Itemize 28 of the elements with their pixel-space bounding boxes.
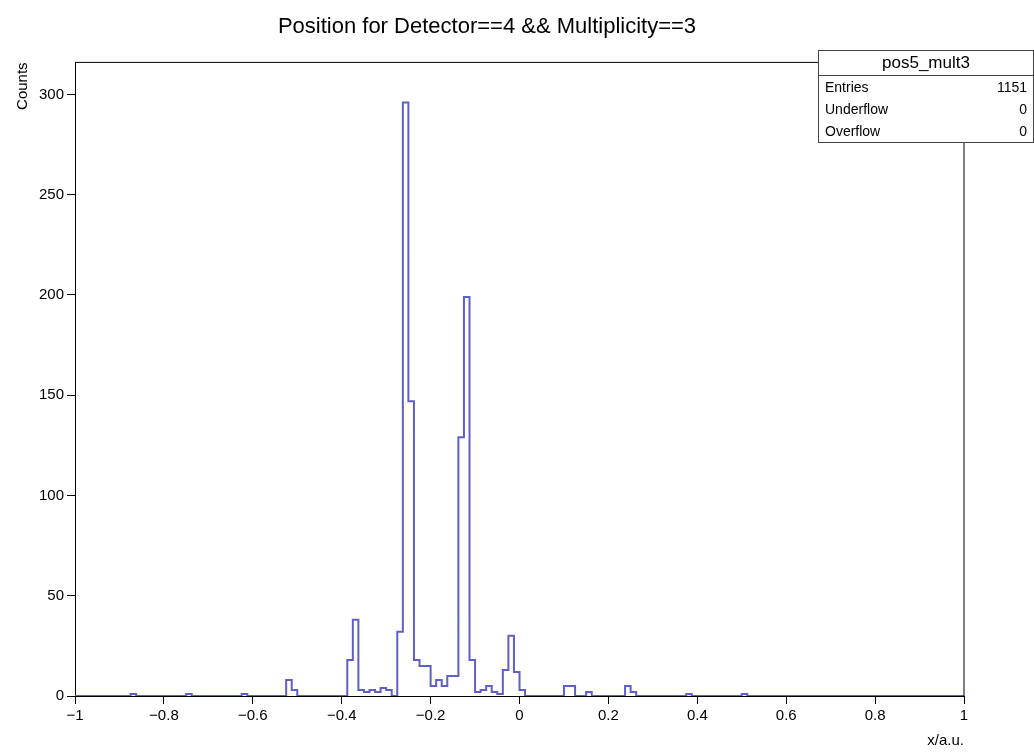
annotation: pos5_mult3 [819, 51, 1033, 76]
y-axis-title: Counts [13, 62, 31, 110]
x-tick-label: −0.6 [238, 706, 268, 724]
y-tick-label: 300 [39, 84, 65, 102]
x-tick-label: −0.2 [415, 706, 446, 724]
x-tick-label: −0.4 [326, 706, 357, 724]
x-axis-title: x/a.u. [927, 731, 964, 749]
y-tick-label: 50 [47, 585, 65, 603]
y-tick-label: 0 [55, 686, 65, 704]
x-tick-label: 1 [959, 706, 969, 724]
y-tick-label: 200 [39, 285, 65, 303]
x-tick-label: 0.6 [775, 706, 797, 724]
text: 0 [1019, 123, 1027, 139]
x-tick-label: −0.8 [149, 706, 179, 724]
x-tick-label: 0 [515, 706, 524, 724]
x-tick-label: 0.2 [597, 706, 619, 724]
text: 1151 [996, 79, 1027, 95]
annotation: Entries [825, 79, 869, 95]
y-tick-label: 100 [39, 485, 65, 503]
x-tick-label: 0.8 [864, 706, 886, 724]
x-tick-label: 0.4 [686, 706, 708, 724]
x-tick-label: −1 [66, 706, 84, 724]
annotation: Underflow [825, 101, 889, 117]
y-tick-label: 150 [39, 385, 65, 403]
y-tick-label: 250 [39, 184, 65, 202]
annotation: Overflow [825, 123, 881, 139]
text: 0 [1019, 101, 1027, 117]
chart-title: Position for Detector==4 && Multiplicity==3 [277, 13, 697, 39]
